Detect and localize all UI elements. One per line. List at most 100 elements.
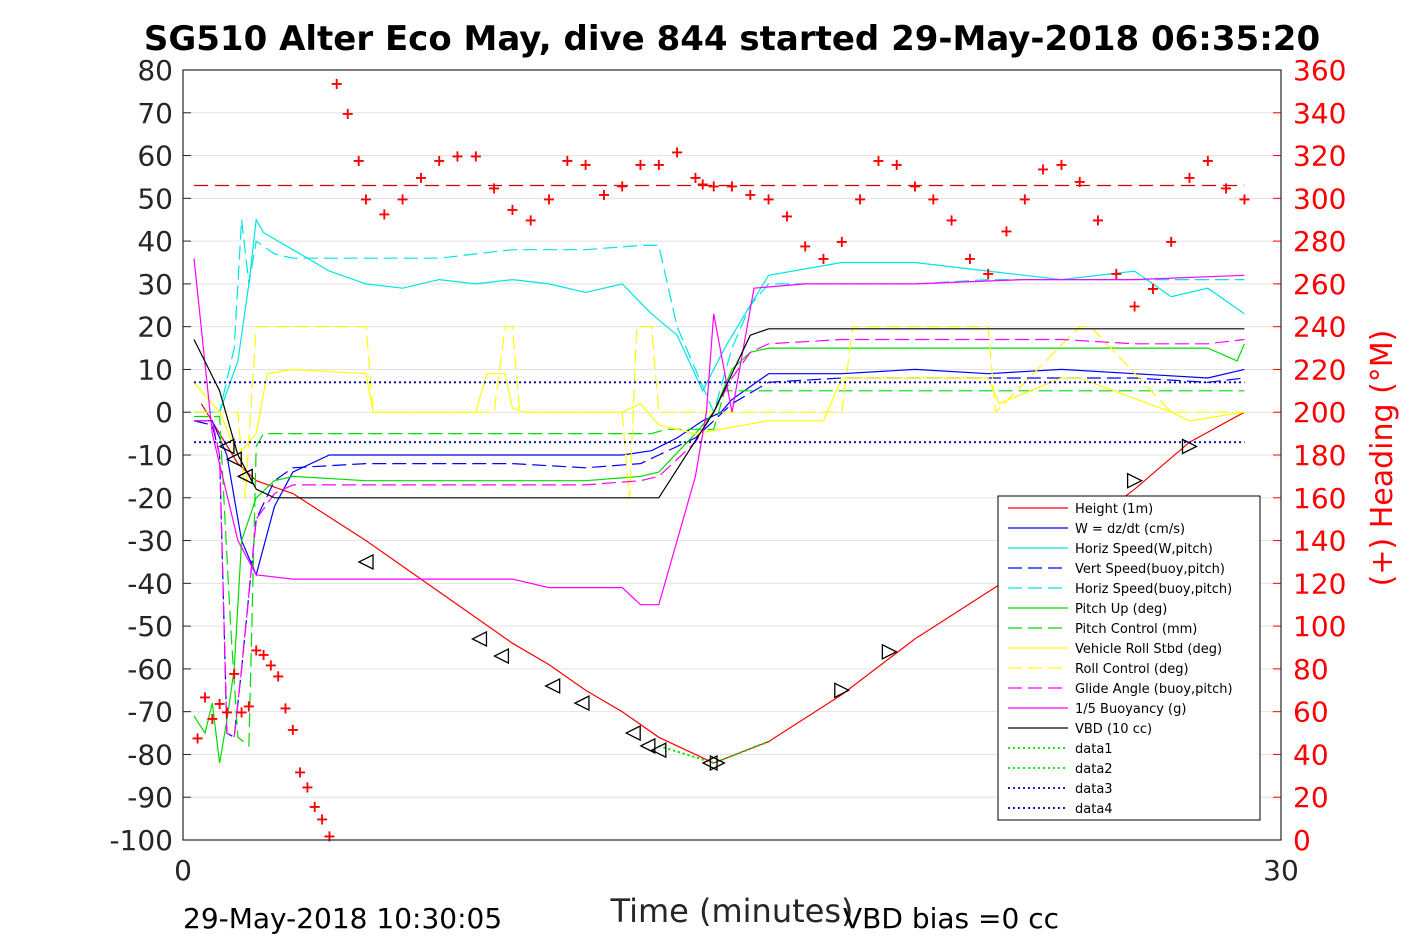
depth-marker [573,695,590,712]
heading-point: + [707,177,720,196]
series-line [194,217,1245,413]
series-line [194,338,1245,739]
depth-marker [834,682,851,699]
heading-point: + [981,264,994,283]
y-tick-label: -80 [127,738,173,771]
depth-marker [357,553,374,570]
heading-point: + [323,827,336,846]
legend-label: Pitch Control (mm) [1075,622,1197,637]
heading-point: + [220,703,233,722]
heading-point: + [835,232,848,251]
y-tick-label: 70 [137,97,173,130]
y2-tick-label: 300 [1293,182,1346,215]
heading-point: + [524,211,537,230]
heading-point: + [451,147,464,166]
heading-layer: + + + + + + + + + + + + + + + + + + + + + + + + + + + + + + + + + + + + + + + +… [191,74,1251,846]
series-line [194,368,1245,577]
legend-label: VBD (10 cc) [1075,722,1152,737]
legend-label: Roll Control (deg) [1075,662,1189,677]
footer-timestamp: 29-May-2018 10:30:05 [183,902,502,935]
heading-point: + [652,155,665,174]
y2-tick-label: 340 [1293,97,1346,130]
y2-tick-label: 220 [1293,353,1346,386]
heading-point: + [257,645,270,664]
y2-tick-label: 80 [1293,653,1329,686]
depth-marker [218,438,235,455]
heading-point: + [198,688,211,707]
depth-marker [881,643,898,660]
series-line [193,258,1245,606]
legend-label: data1 [1075,742,1113,757]
heading-point: + [1073,172,1086,191]
heading-point: + [696,174,709,193]
y2-tick-label: 100 [1293,610,1346,643]
legend-label: Glide Angle (buoy,pitch) [1075,682,1233,697]
y-tick-label: -100 [109,824,173,857]
legend: Height (1m) W = dz/dt (cm/s) Horiz Speed(W… [997,495,1261,821]
legend-label: Horiz Speed(W,pitch) [1075,542,1213,557]
legend-box [997,495,1261,821]
heading-point: + [279,698,292,717]
y2-tick-labels: 3603403203002802602402202001801601401201… [1293,54,1346,857]
legend-label: data2 [1075,762,1113,777]
legend-label: 1/5 Buoyancy (g) [1075,702,1186,717]
heading-point: + [780,206,793,225]
heading-point: + [1164,232,1177,251]
y-tick-label: 0 [155,396,173,429]
heading-point: + [1091,211,1104,230]
y-tick-label: 40 [137,225,173,258]
heading-point: + [414,168,427,187]
heading-point: + [890,155,903,174]
x-tick-label: 0 [174,854,192,887]
plot-frame [182,69,1282,841]
heading-point: + [1128,296,1141,315]
heading-point: + [228,664,241,683]
depth-marker [544,677,561,695]
heading-point: + [293,763,306,782]
heading-point: + [271,666,284,685]
chart-title: SG510 Alter Eco May, dive 844 started 29… [144,19,1320,59]
heading-point: + [542,189,555,208]
series-line [193,328,1245,499]
legend-label: Vert Speed(buoy,pitch) [1075,562,1225,577]
y-tick-label: -60 [127,653,173,686]
heading-point: + [1146,279,1159,298]
heading-point: + [908,177,921,196]
heading-point: + [432,151,445,170]
y-tick-label: 50 [137,182,173,215]
heading-point: + [762,189,775,208]
heading-point: + [378,204,391,223]
heading-point: + [670,142,683,161]
depth-marker [236,468,253,485]
y-tick-label: -30 [127,525,173,558]
legend-label: W = dz/dt (cm/s) [1075,522,1185,537]
heading-point: + [242,696,255,715]
y2-tick-label: 120 [1293,567,1346,600]
series-line [194,326,1245,498]
y2-tick-label: 180 [1293,439,1346,472]
depth-marker [1126,472,1144,489]
heading-point: + [872,151,885,170]
y-tick-label: 60 [137,140,173,173]
heading-point: + [817,249,830,268]
heading-point: + [1238,189,1251,208]
heading-point: + [264,656,277,675]
y-tick-label: 30 [137,268,173,301]
depth-marker [225,451,242,468]
y2-tick-label: 280 [1293,225,1346,258]
heading-point: + [1183,168,1196,187]
y2-tick-label: 360 [1293,54,1346,87]
heading-point: + [853,189,866,208]
y2-tick-label: 320 [1293,140,1346,173]
legend-label: data4 [1075,802,1113,817]
heading-point: + [1110,264,1123,283]
heading-point: + [352,151,365,170]
series-layer [193,217,1245,764]
heading-point: + [235,703,248,722]
heading-point: + [191,728,204,747]
heading-point: + [725,177,738,196]
y-tick-label: -90 [127,781,173,814]
legend-label: Height (1m) [1075,502,1153,517]
heading-point: + [744,185,757,204]
y2-tick-label: 40 [1293,738,1329,771]
